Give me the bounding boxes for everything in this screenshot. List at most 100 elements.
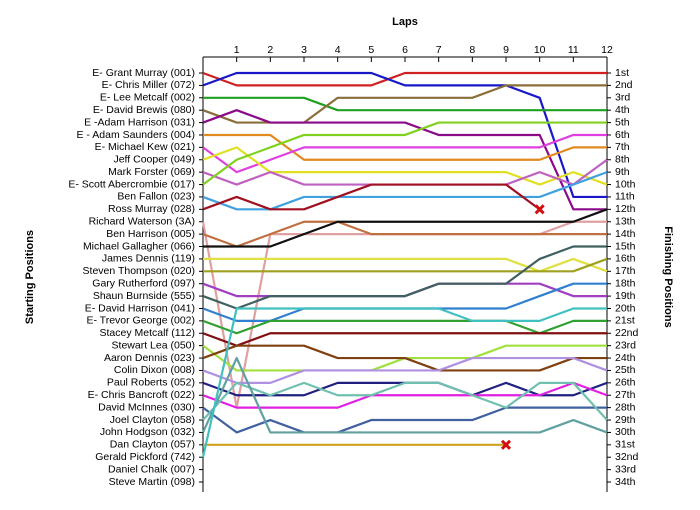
- start-label: Gary Rutherford (097): [92, 277, 195, 289]
- retired-marker: [500, 439, 512, 450]
- driver-line: [202, 121, 607, 186]
- start-label: Ross Murray (028): [108, 203, 195, 215]
- x-tick-label: 4: [335, 44, 341, 56]
- driver-line: [203, 208, 608, 248]
- driver-line: [202, 109, 607, 211]
- x-tick-label: 2: [267, 44, 273, 56]
- start-label: Shaun Burnside (555): [93, 290, 195, 302]
- x-tick-label: 3: [301, 44, 307, 56]
- driver-line: [202, 381, 608, 409]
- start-label: E- Chris Bancroft (022): [88, 389, 195, 401]
- finish-label: 5th: [615, 116, 630, 128]
- start-label: E- Michael Kew (021): [95, 141, 195, 153]
- finish-label: 30th: [615, 426, 636, 438]
- retired-cross: [534, 204, 545, 215]
- x-tick-label: 8: [469, 44, 475, 56]
- start-label: E- David Harrison (041): [85, 302, 195, 314]
- finish-label: 24th: [615, 352, 636, 364]
- finish-label: 6th: [615, 129, 630, 141]
- finish-label: 11th: [615, 191, 635, 203]
- start-label: Aaron Dennis (023): [104, 352, 195, 364]
- start-label: E- Lee Metcalf (002): [100, 92, 195, 104]
- finish-label: 23rd: [615, 339, 636, 351]
- finish-label: 13th: [615, 216, 636, 228]
- driver-line: [203, 257, 608, 273]
- x-tick-label: 1: [234, 44, 240, 56]
- driver-line: [202, 245, 607, 310]
- finish-label: 31st: [615, 439, 635, 451]
- driver-line: [202, 406, 607, 434]
- finish-label: 10th: [615, 178, 636, 190]
- start-label: E- Chris Miller (072): [102, 79, 195, 91]
- driver-line: [202, 332, 607, 347]
- finish-label: 14th: [615, 228, 636, 240]
- finish-label: 18th: [615, 277, 636, 289]
- finish-label: 25th: [615, 364, 636, 376]
- finish-label: 7th: [615, 141, 630, 153]
- start-label: Stacey Metcalf (112): [99, 327, 195, 339]
- retired-marker: [534, 204, 545, 215]
- start-label: Dan Clayton (057): [110, 439, 195, 451]
- start-label: Richard Waterson (3A): [89, 216, 195, 228]
- finish-label: 9th: [615, 166, 630, 178]
- start-label: Steve Martin (098): [109, 476, 195, 488]
- start-label: Mark Forster (069): [108, 166, 195, 178]
- finish-label: 12th: [615, 203, 636, 215]
- start-label: Gerald Pickford (742): [95, 451, 195, 463]
- driver-line: [203, 133, 607, 161]
- x-tick-label: 12: [601, 44, 613, 56]
- driver-line: [203, 96, 607, 112]
- start-label: Steven Thompson (020): [83, 265, 195, 277]
- y2-axis-title: Finishing Positions: [662, 226, 674, 327]
- finish-label: 8th: [615, 154, 630, 166]
- finish-label: 29th: [615, 414, 636, 426]
- driver-line: [202, 133, 607, 174]
- driver-line: [201, 307, 607, 458]
- start-label: Ben Fallon (023): [117, 191, 195, 203]
- finish-label: 34th: [615, 476, 636, 488]
- x-tick-label: 9: [503, 44, 509, 56]
- x-tick-label: 10: [534, 44, 546, 56]
- start-label: Joel Clayton (058): [110, 414, 195, 426]
- finish-label: 3rd: [615, 92, 630, 104]
- start-label: E -Adam Harrison (031): [84, 116, 195, 128]
- start-label: David McInnes (030): [98, 401, 195, 413]
- driver-line: [202, 71, 607, 87]
- finish-label: 20th: [615, 302, 636, 314]
- finish-label: 1st: [615, 67, 629, 79]
- start-label: Michael Gallagher (066): [83, 240, 195, 252]
- start-label: E- David Brewis (080): [93, 104, 195, 116]
- driver-line: [202, 356, 608, 384]
- finish-label: 15th: [615, 240, 636, 252]
- finish-label: 26th: [615, 377, 636, 389]
- finish-label: 22nd: [615, 327, 639, 339]
- start-label: E- Scott Abercrombie (017): [68, 178, 195, 190]
- driver-line: [202, 183, 541, 211]
- start-label: E- Trevor George (002): [86, 315, 195, 327]
- finish-label: 27th: [615, 389, 636, 401]
- finish-label: 19th: [615, 290, 636, 302]
- start-label: Stewart Lea (050): [112, 339, 195, 351]
- finish-label: 28th: [615, 401, 636, 413]
- driver-line: [202, 220, 607, 248]
- finish-label: 2nd: [615, 79, 633, 91]
- start-label: E - Adam Saunders (004): [77, 129, 195, 141]
- x-tick-label: 5: [368, 44, 374, 56]
- start-label: Colin Dixon (008): [114, 364, 195, 376]
- finish-label: 33rd: [615, 463, 636, 475]
- finish-label: 4th: [615, 104, 630, 116]
- start-label: Paul Roberts (052): [107, 377, 195, 389]
- start-label: John Hodgson (032): [100, 426, 195, 438]
- start-label: Daniel Chalk (007): [108, 463, 195, 475]
- driver-line: [202, 381, 608, 421]
- x-tick-label: 11: [568, 44, 579, 56]
- y-axis-title: Starting Positions: [24, 230, 36, 324]
- finish-label: 32nd: [615, 451, 639, 463]
- driver-line: [202, 344, 607, 372]
- retired-cross: [500, 439, 512, 450]
- finish-label: 16th: [615, 253, 636, 265]
- driver-line: [202, 71, 607, 199]
- x-tick-label: 7: [436, 44, 442, 56]
- start-label: James Dennis (119): [102, 253, 195, 265]
